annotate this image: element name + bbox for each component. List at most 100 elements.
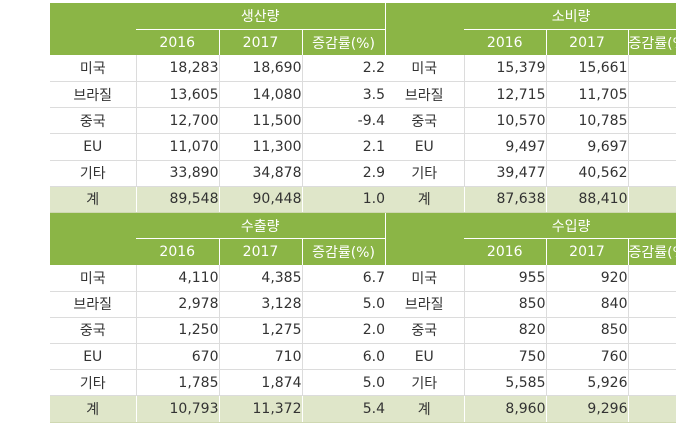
value-cell: 850 [464, 291, 547, 318]
row-label: 미국 [50, 264, 137, 292]
value-cell: 10,785 [546, 107, 629, 135]
value-cell: 15,379 [464, 55, 547, 83]
value-cell: 5,926 [546, 369, 629, 397]
value-cell: 6.0 [302, 343, 385, 371]
table-row: 기타 33,890 34,878 2.9 기타 39,477 40,562 [50, 160, 676, 187]
value-cell [628, 55, 676, 83]
value-cell: 14,080 [219, 81, 303, 109]
table-row: 중국 12,700 11,500 -9.4 중국 10,570 10,785 [50, 107, 676, 135]
row-label: 기타 [385, 369, 465, 397]
value-cell: 5.0 [302, 291, 385, 318]
value-cell: -9.4 [302, 107, 385, 135]
top-left-column-header: 2016 [136, 28, 220, 56]
table-row: 브라질 13,605 14,080 3.5 브라질 12,715 11,705 [50, 81, 676, 109]
table-row: 미국 4,110 4,385 6.7 미국 955 920 [50, 264, 676, 292]
row-label: 브라질 [385, 291, 465, 318]
bottom-column-header-corner [50, 238, 136, 265]
bottom-header-corner [50, 212, 136, 239]
value-cell: 670 [136, 343, 220, 371]
value-cell: 1.0 [302, 186, 385, 214]
value-cell: 39,477 [464, 160, 547, 187]
bottom-left-title: 수출량 [136, 212, 385, 239]
value-cell: 710 [219, 343, 303, 371]
row-label: 계 [50, 395, 137, 423]
bottom-right-title: 수입량 [464, 212, 676, 239]
value-cell [628, 107, 676, 135]
value-cell: 9,697 [546, 133, 629, 161]
top-right-column-header: 2016 [464, 28, 547, 56]
value-cell [628, 317, 676, 344]
top-left-title: 생산량 [136, 3, 385, 30]
value-cell: 89,548 [136, 186, 220, 214]
bottom-total-row: 계 10,793 11,372 5.4 계 8,960 9,296 [50, 395, 676, 423]
value-cell: 10,793 [136, 395, 220, 423]
row-label: 중국 [385, 317, 465, 344]
row-label: 기타 [50, 160, 137, 187]
value-cell: 5.0 [302, 369, 385, 397]
bottom-left-column-header: 증감률(%) [302, 238, 385, 265]
table-row: 중국 1,250 1,275 2.0 중국 820 850 [50, 317, 676, 344]
value-cell: 5.4 [302, 395, 385, 423]
value-cell: 955 [464, 264, 547, 292]
value-cell: 760 [546, 343, 629, 371]
top-right-column-header: 2017 [546, 28, 629, 56]
top-right-title: 소비량 [464, 3, 676, 30]
value-cell: 3,128 [219, 291, 303, 318]
value-cell: 11,372 [219, 395, 303, 423]
value-cell: 820 [464, 317, 547, 344]
value-cell: 88,410 [546, 186, 629, 214]
value-cell: 87,638 [464, 186, 547, 214]
row-label: EU [50, 133, 137, 161]
value-cell: 750 [464, 343, 547, 371]
value-cell: 2.0 [302, 317, 385, 344]
value-cell: 15,661 [546, 55, 629, 83]
row-label: 중국 [50, 107, 137, 135]
value-cell: 1,785 [136, 369, 220, 397]
row-label: 미국 [385, 55, 465, 83]
row-label: 중국 [50, 317, 137, 344]
top-header-corner [50, 3, 136, 30]
value-cell: 33,890 [136, 160, 220, 187]
top-column-header-corner [50, 29, 136, 56]
top-right-column-header: 증감률(%) [628, 28, 676, 56]
value-cell: 9,497 [464, 133, 547, 161]
row-label: 미국 [50, 55, 137, 83]
value-cell: 11,705 [546, 81, 629, 109]
value-cell: 12,700 [136, 107, 220, 135]
value-cell: 18,690 [219, 55, 303, 83]
row-label: 브라질 [50, 81, 137, 109]
value-cell: 34,878 [219, 160, 303, 187]
value-cell: 8,960 [464, 395, 547, 423]
value-cell: 6.7 [302, 264, 385, 292]
row-label: EU [50, 343, 137, 371]
bottom-left-column-header: 2016 [136, 238, 220, 265]
bottom-column-header-corner-right [384, 238, 464, 265]
bottom-right-column-header: 2016 [464, 238, 547, 265]
value-cell [628, 369, 676, 397]
value-cell: 18,283 [136, 55, 220, 83]
value-cell: 11,070 [136, 133, 220, 161]
bottom-title-row: 수출량 수입량 [50, 212, 676, 239]
value-cell: 11,300 [219, 133, 303, 161]
row-label: 기타 [50, 369, 137, 397]
row-label: 기타 [385, 160, 465, 187]
value-cell [628, 81, 676, 109]
value-cell [628, 343, 676, 371]
value-cell: 90,448 [219, 186, 303, 214]
value-cell: 4,110 [136, 264, 220, 292]
table-row: 기타 1,785 1,874 5.0 기타 5,585 5,926 [50, 369, 676, 397]
row-label: 미국 [385, 264, 465, 292]
value-cell: 11,500 [219, 107, 303, 135]
value-cell: 12,715 [464, 81, 547, 109]
row-label: EU [385, 343, 465, 371]
bottom-header-corner-right [384, 212, 464, 239]
bottom-left-column-header: 2017 [219, 238, 303, 265]
value-cell: 920 [546, 264, 629, 292]
statistics-table-container: 생산량소비량20162017증감률(%)20162017증감률(%)미국18,2… [50, 3, 676, 443]
row-label: 계 [50, 186, 137, 214]
top-header-corner-right [384, 3, 464, 30]
top-title-row: 생산량 소비량 [50, 3, 676, 30]
value-cell [628, 133, 676, 161]
value-cell: 1,275 [219, 317, 303, 344]
